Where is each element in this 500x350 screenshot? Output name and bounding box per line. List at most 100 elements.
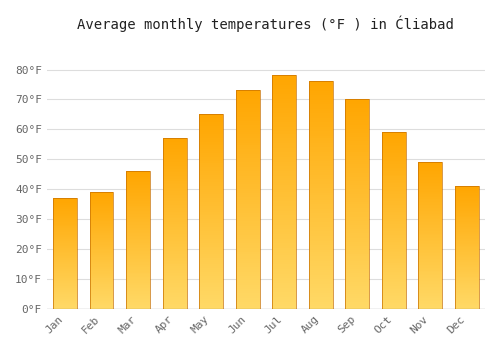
Bar <box>346 110 369 112</box>
Bar <box>309 86 332 88</box>
Bar <box>382 146 406 148</box>
Bar <box>418 215 442 216</box>
Bar <box>90 228 114 230</box>
Bar <box>200 190 223 192</box>
Bar <box>272 234 296 237</box>
Bar <box>126 233 150 235</box>
Bar <box>163 162 186 164</box>
Bar <box>236 302 260 304</box>
Bar <box>163 184 186 186</box>
Bar <box>382 199 406 201</box>
Bar <box>418 293 442 294</box>
Bar <box>163 160 186 162</box>
Bar <box>418 290 442 291</box>
Bar <box>90 295 114 296</box>
Bar <box>54 216 77 217</box>
Bar <box>90 211 114 212</box>
Bar <box>346 252 369 254</box>
Bar <box>382 141 406 143</box>
Bar <box>346 133 369 135</box>
Bar <box>382 226 406 228</box>
Bar <box>236 293 260 296</box>
Bar <box>418 291 442 293</box>
Bar <box>418 240 442 242</box>
Bar <box>382 289 406 291</box>
Bar <box>236 184 260 187</box>
Bar <box>200 204 223 206</box>
Bar <box>236 164 260 167</box>
Bar <box>200 291 223 293</box>
Bar <box>455 245 478 246</box>
Bar <box>90 305 114 306</box>
Bar <box>418 228 442 230</box>
Bar <box>309 186 332 188</box>
Bar <box>54 249 77 250</box>
Bar <box>236 261 260 263</box>
Bar <box>418 301 442 303</box>
Bar <box>272 216 296 218</box>
Bar <box>236 276 260 278</box>
Bar <box>126 223 150 225</box>
Bar <box>126 302 150 303</box>
Bar <box>126 197 150 199</box>
Bar <box>382 212 406 214</box>
Bar <box>309 218 332 220</box>
Bar <box>272 232 296 234</box>
Bar <box>90 252 114 253</box>
Bar <box>236 204 260 206</box>
Bar <box>126 247 150 248</box>
Bar <box>236 104 260 106</box>
Bar <box>126 273 150 274</box>
Title: Average monthly temperatures (°F ) in Ćliabad: Average monthly temperatures (°F ) in Ćl… <box>78 15 454 32</box>
Bar <box>163 287 186 288</box>
Bar <box>455 271 478 272</box>
Bar <box>346 116 369 118</box>
Bar <box>126 266 150 267</box>
Bar <box>455 283 478 284</box>
Bar <box>272 227 296 230</box>
Bar <box>418 246 442 247</box>
Bar <box>382 182 406 183</box>
Bar <box>418 300 442 301</box>
Bar <box>382 284 406 286</box>
Bar <box>382 293 406 295</box>
Bar <box>272 211 296 213</box>
Bar <box>272 150 296 153</box>
Bar <box>200 196 223 198</box>
Bar <box>455 217 478 218</box>
Bar <box>126 218 150 219</box>
Bar <box>163 210 186 212</box>
Bar <box>163 232 186 234</box>
Bar <box>382 175 406 176</box>
Bar <box>163 304 186 305</box>
Bar <box>126 236 150 237</box>
Bar <box>200 233 223 235</box>
Bar <box>54 276 77 278</box>
Bar <box>309 111 332 113</box>
Bar <box>54 292 77 293</box>
Bar <box>90 246 114 247</box>
Bar <box>163 155 186 157</box>
Bar <box>455 265 478 266</box>
Bar <box>272 202 296 204</box>
Bar <box>455 233 478 234</box>
Bar <box>163 205 186 206</box>
Bar <box>418 274 442 275</box>
Bar <box>309 118 332 120</box>
Bar <box>163 195 186 196</box>
Bar <box>455 257 478 259</box>
Bar <box>54 256 77 257</box>
Bar <box>382 192 406 194</box>
Bar <box>200 260 223 262</box>
Bar <box>382 180 406 182</box>
Bar <box>346 208 369 210</box>
Bar <box>346 288 369 290</box>
Bar <box>54 303 77 304</box>
Bar <box>54 233 77 235</box>
Bar <box>382 164 406 166</box>
Bar <box>418 208 442 209</box>
Bar <box>309 209 332 211</box>
Bar <box>309 270 332 272</box>
Bar <box>455 235 478 236</box>
Bar <box>200 219 223 221</box>
